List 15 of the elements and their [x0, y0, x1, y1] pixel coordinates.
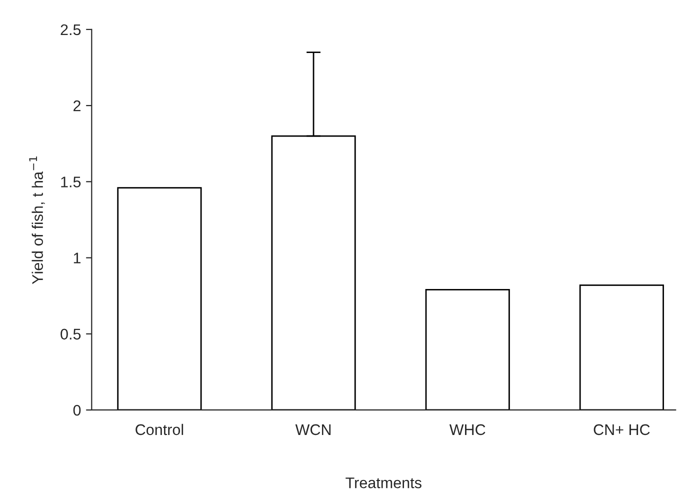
bar — [579, 284, 664, 410]
y-axis-title: Yield of fish, t ha$^{−1}$ — [29, 156, 45, 284]
y-tick-label: 1 — [74, 252, 81, 264]
bar — [425, 289, 510, 410]
y-tick-label: 1.5 — [61, 176, 81, 188]
x-tick-label: CN+ HC — [594, 424, 650, 436]
x-axis-title: Treatments — [346, 478, 422, 488]
x-tick-label: WCN — [295, 424, 331, 436]
y-tick-label: 2.5 — [60, 24, 81, 36]
x-tick-label: WHC — [449, 424, 486, 436]
y-tick-label: 0.5 — [60, 328, 81, 340]
y-tick-label: 2 — [74, 100, 80, 112]
bar — [117, 187, 202, 410]
x-tick-label: Control — [136, 424, 184, 436]
y-tick-label: 0 — [73, 404, 81, 416]
